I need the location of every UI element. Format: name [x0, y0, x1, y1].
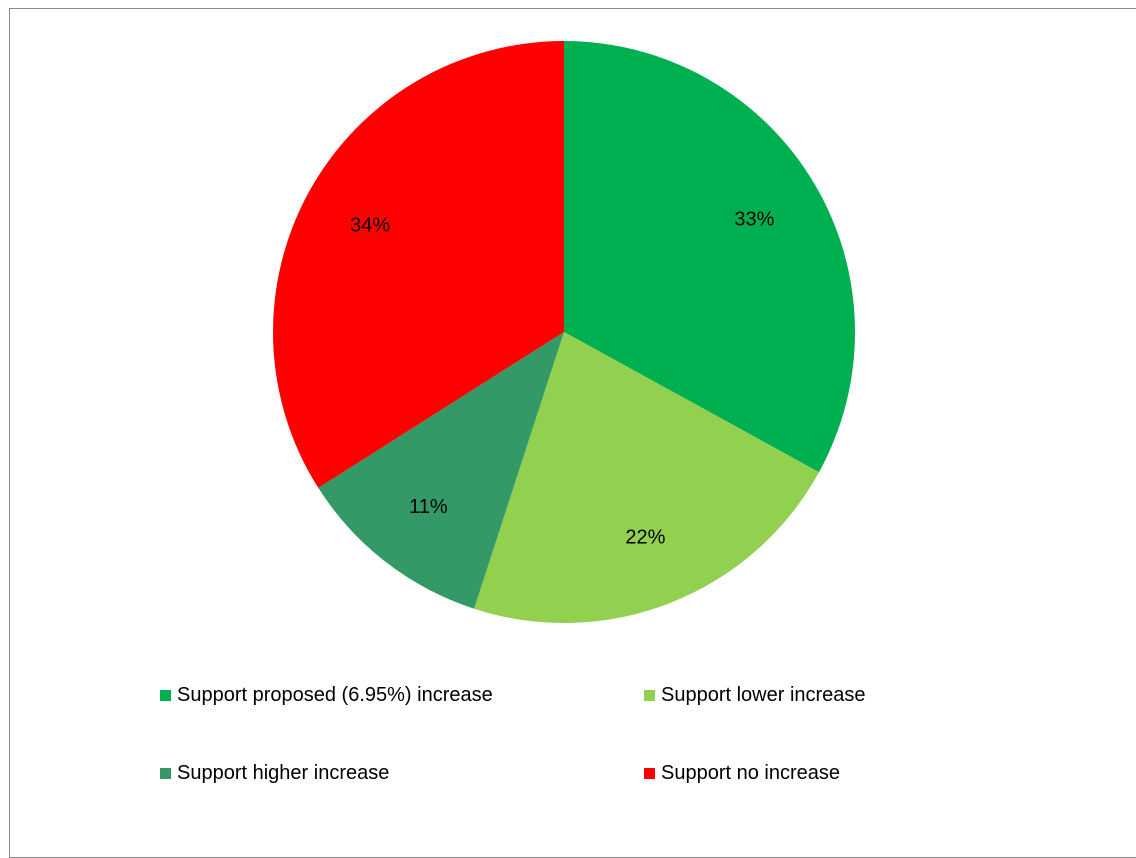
slice-label-proposed-increase: 33%	[734, 208, 774, 230]
slice-label-no-increase: 34%	[350, 214, 390, 236]
legend-swatch	[160, 689, 171, 701]
legend-swatch	[160, 767, 171, 779]
legend-label: Support higher increase	[177, 761, 390, 784]
legend-label: Support proposed (6.95%) increase	[177, 683, 493, 706]
pie-slice-labels: 33% 22% 11% 34%	[350, 208, 774, 548]
slice-higher-increase	[318, 332, 564, 609]
legend-item-lower-increase: Support lower increase	[644, 676, 964, 714]
legend-label: Support no increase	[661, 761, 841, 784]
legend: Support proposed (6.95%) increase Suppor…	[160, 676, 980, 792]
pie-slices	[273, 41, 855, 623]
legend-label: Support lower increase	[661, 683, 866, 706]
legend-swatch	[644, 767, 655, 779]
legend-item-proposed-increase: Support proposed (6.95%) increase	[160, 676, 644, 714]
slice-label-higher-increase: 11%	[409, 496, 448, 518]
slice-no-increase	[273, 41, 564, 488]
slice-lower-increase	[474, 332, 820, 623]
legend-item-higher-increase: Support higher increase	[160, 754, 644, 792]
legend-swatch	[644, 689, 655, 701]
slice-label-lower-increase: 22%	[625, 527, 665, 549]
legend-item-no-increase: Support no increase	[644, 754, 964, 792]
slice-proposed-increase	[564, 41, 855, 473]
